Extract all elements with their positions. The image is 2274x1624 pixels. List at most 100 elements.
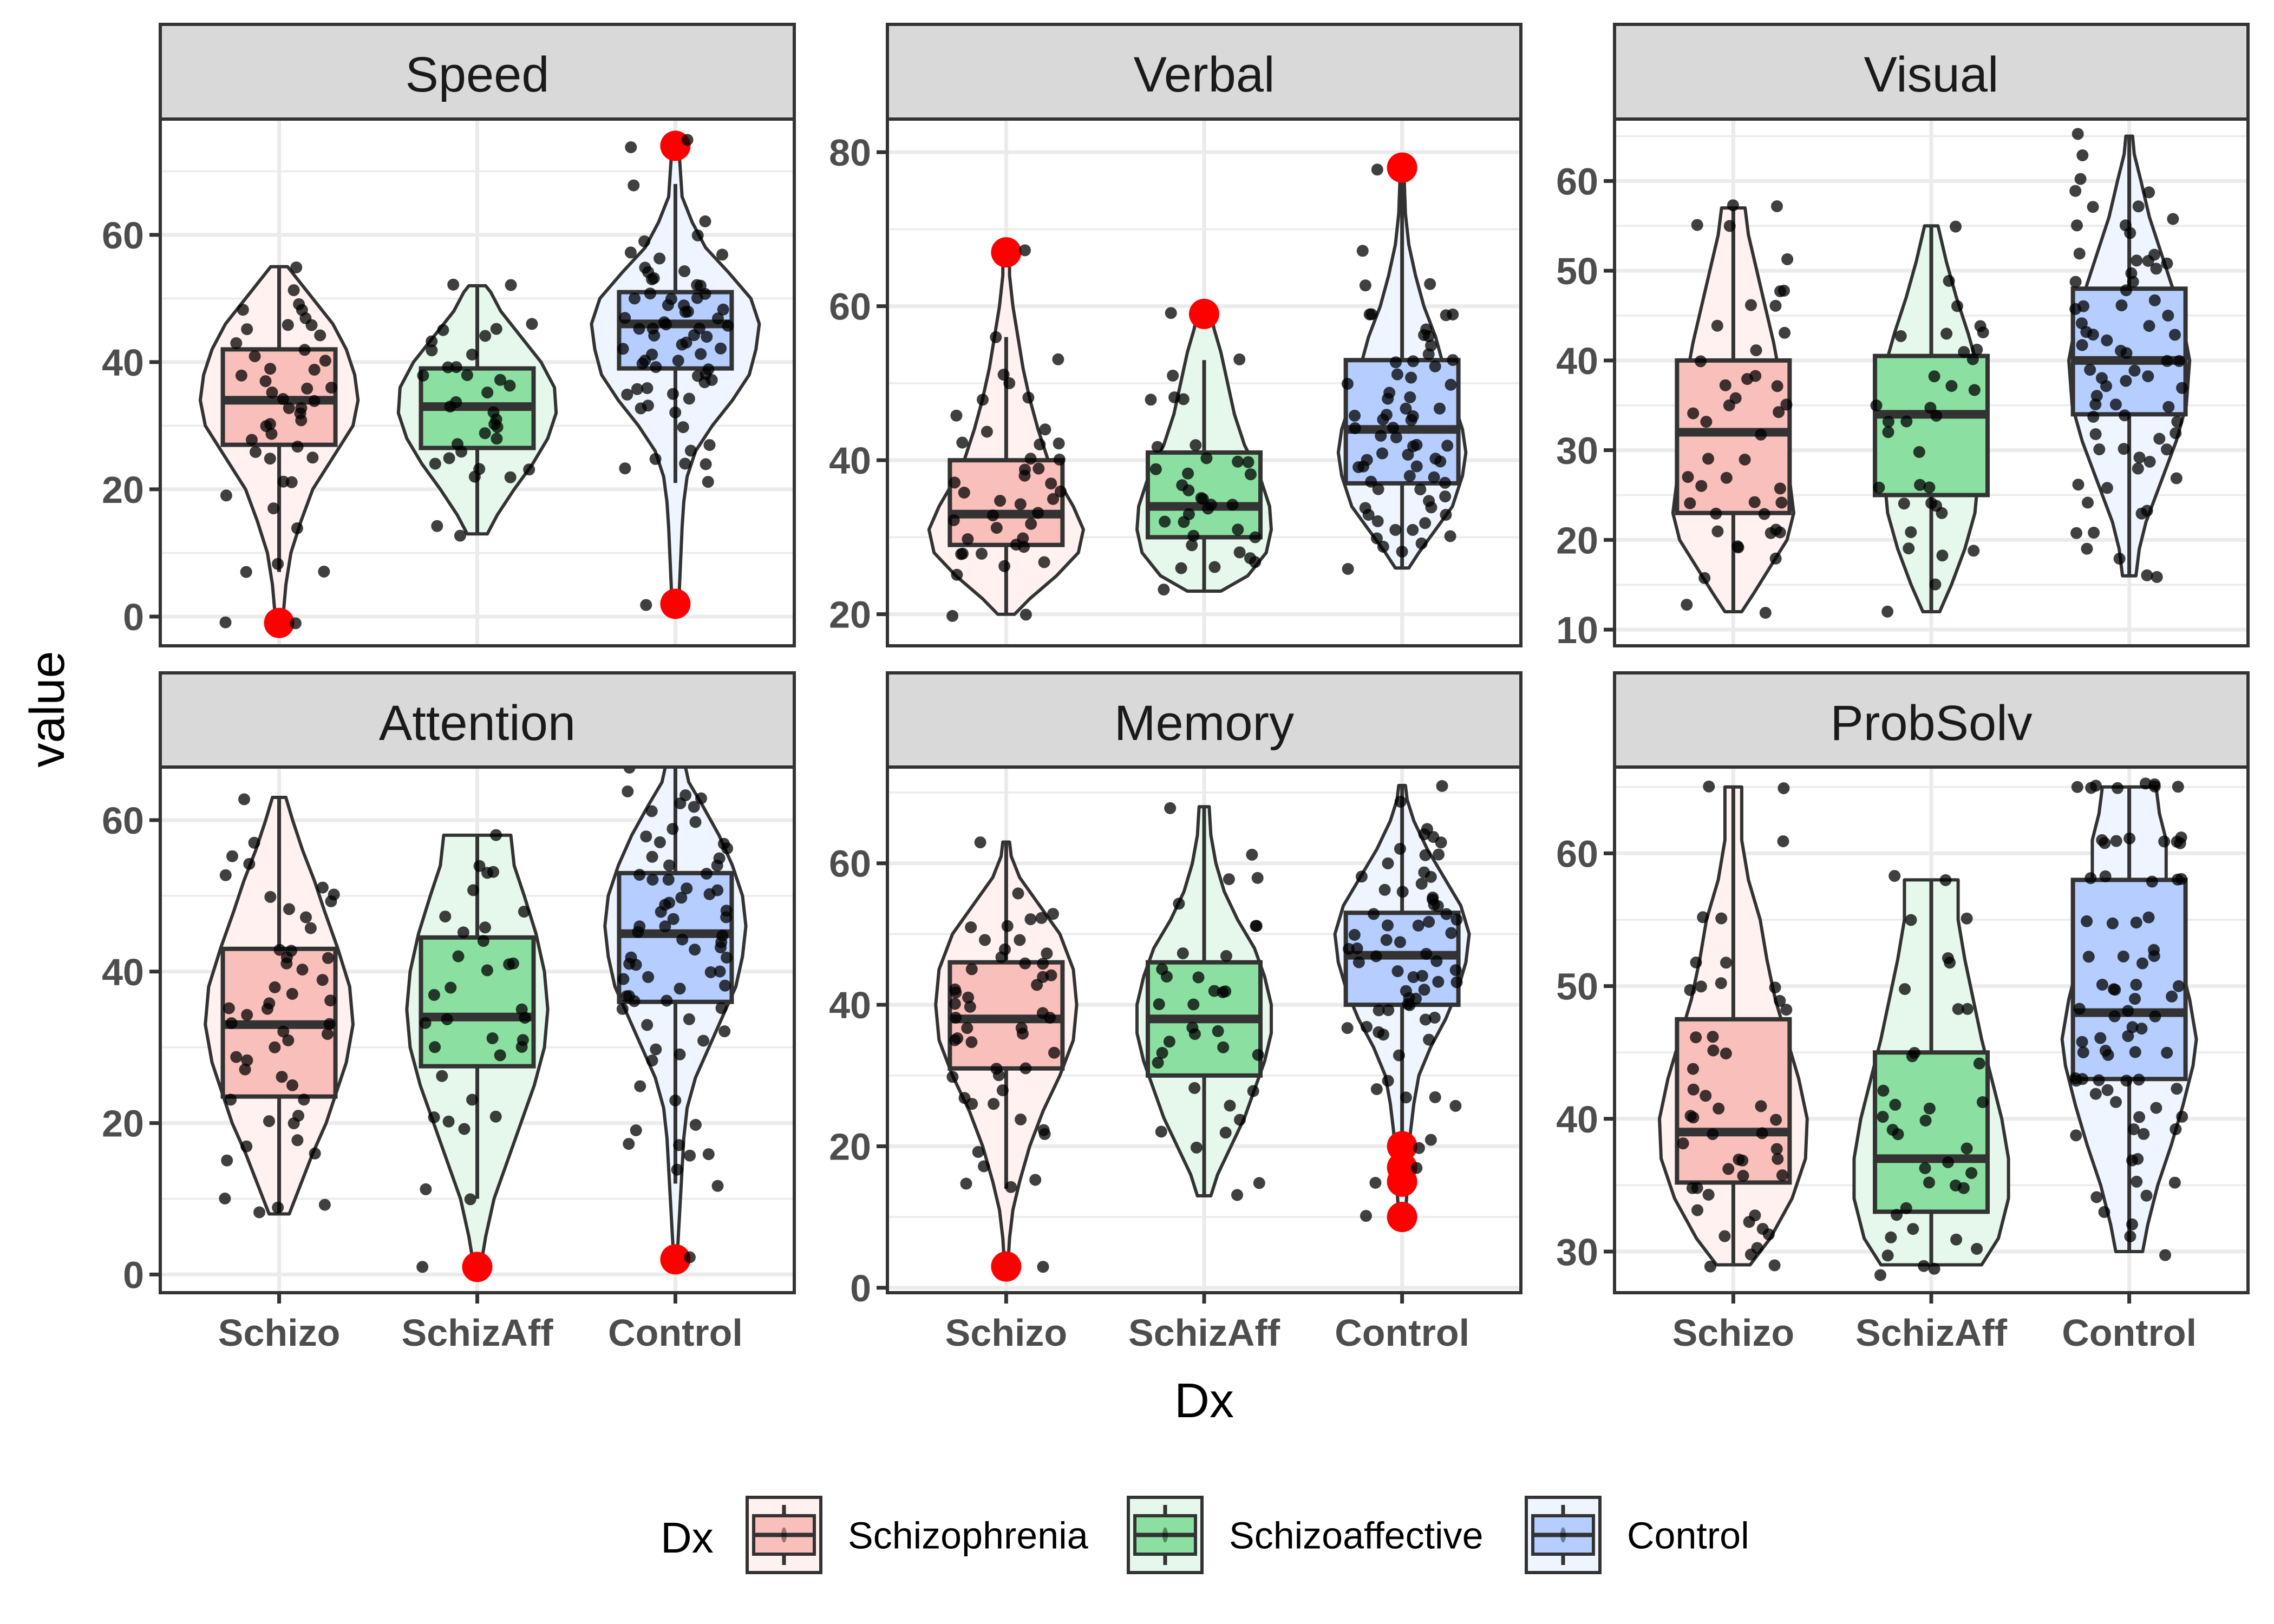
jitter-point [1219,1127,1232,1139]
jitter-point [1412,919,1424,932]
jitter-point [645,805,658,817]
jitter-point [1700,416,1713,428]
jitter-point [1391,368,1403,381]
jitter-point [1770,1143,1783,1155]
jitter-point [1899,983,1911,996]
jitter-point [519,1012,531,1024]
jitter-point [1242,456,1254,468]
jitter-point [1400,402,1412,415]
jitter-point [1032,507,1044,519]
jitter-point [1031,979,1043,991]
jitter-point [2171,416,2184,428]
jitter-point [316,974,329,986]
outlier-point [660,588,691,619]
jitter-point [1889,1098,1901,1111]
jitter-point [1710,507,1722,520]
jitter-point [997,369,1010,381]
jitter-point [623,1138,635,1150]
jitter-point [699,215,711,227]
jitter-point [226,850,238,862]
jitter-point [676,338,688,351]
panel-memory: Memory 0 20 40 60 Schizo SchizAff Control [829,671,1522,1354]
jitter-point [1891,1209,1903,1221]
jitter-point [276,1071,288,1083]
jitter-point [675,892,688,904]
jitter-point [702,1148,715,1161]
jitter-point [1923,481,1936,494]
jitter-point [1700,1090,1712,1102]
jitter-point [958,487,970,499]
jitter-point [452,950,465,962]
jitter-point [1450,976,1463,988]
jitter-point [2072,128,2084,140]
jitter-point [1190,1141,1203,1154]
jitter-point [1155,1125,1167,1138]
facet-strip-label: ProbSolv [1830,696,2032,751]
jitter-point [1363,308,1376,320]
jitter-point [2133,1111,2146,1123]
jitter-point [1003,377,1016,389]
jitter-point [995,951,1008,964]
jitter-point [1156,1047,1168,1059]
jitter-point [646,874,659,886]
jitter-point [639,355,651,366]
group-schizaff [396,278,558,542]
jitter-point [267,502,280,515]
jitter-point [309,1147,321,1160]
jitter-point [2070,527,2083,539]
jitter-point [443,452,455,464]
jitter-point [1012,887,1024,900]
jitter-point [2101,334,2113,346]
jitter-point [2143,186,2155,199]
jitter-point [1906,1050,1918,1063]
jitter-point [1951,300,1963,312]
jitter-point [2129,1046,2141,1058]
jitter-point [301,382,313,395]
jitter-point [417,369,429,382]
jitter-point [273,944,286,956]
jitter-point [428,1111,440,1123]
y-tick-label: 20 [829,1125,871,1168]
jitter-point [700,458,712,470]
jitter-point [269,1041,281,1053]
jitter-point [669,1094,682,1106]
facet-strip-label: Memory [1114,696,1294,751]
jitter-point [1370,1083,1383,1095]
jitter-point [1153,998,1165,1011]
x-tick-label: Control [608,1312,743,1354]
jitter-point [1886,1124,1899,1136]
jitter-point [1698,572,1711,584]
x-tick-label: SchizAff [1855,1312,2008,1354]
jitter-point [1439,490,1452,503]
jitter-point [324,994,337,1007]
jitter-point [272,1201,284,1214]
jitter-point [619,312,631,324]
jitter-point [2149,1010,2161,1023]
jitter-point [2089,428,2102,440]
jitter-point [646,850,658,863]
panel-verbal: Verbal 20 40 60 80 [829,23,1522,647]
jitter-point [450,361,462,374]
y-tick-label: 20 [102,469,144,511]
jitter-point [1167,369,1179,382]
group-control [1333,780,1471,1233]
jitter-point [1870,400,1883,411]
jitter-point [265,428,278,440]
jitter-point [1250,920,1263,932]
jitter-point [663,859,675,872]
jitter-point [1961,1003,1974,1015]
jitter-point [960,1177,972,1190]
jitter-point [1416,970,1428,982]
jitter-point [1019,957,1031,970]
jitter-point [1396,886,1409,898]
jitter-point [1428,1011,1441,1024]
y-axis-title: value [21,651,75,767]
jitter-point [1718,1230,1731,1242]
jitter-point [1429,453,1442,465]
jitter-point [1377,1029,1389,1041]
jitter-point [1025,518,1037,530]
jitter-point [1419,517,1432,529]
jitter-point [235,369,247,382]
jitter-point [2126,1154,2138,1167]
jitter-point [272,558,284,570]
